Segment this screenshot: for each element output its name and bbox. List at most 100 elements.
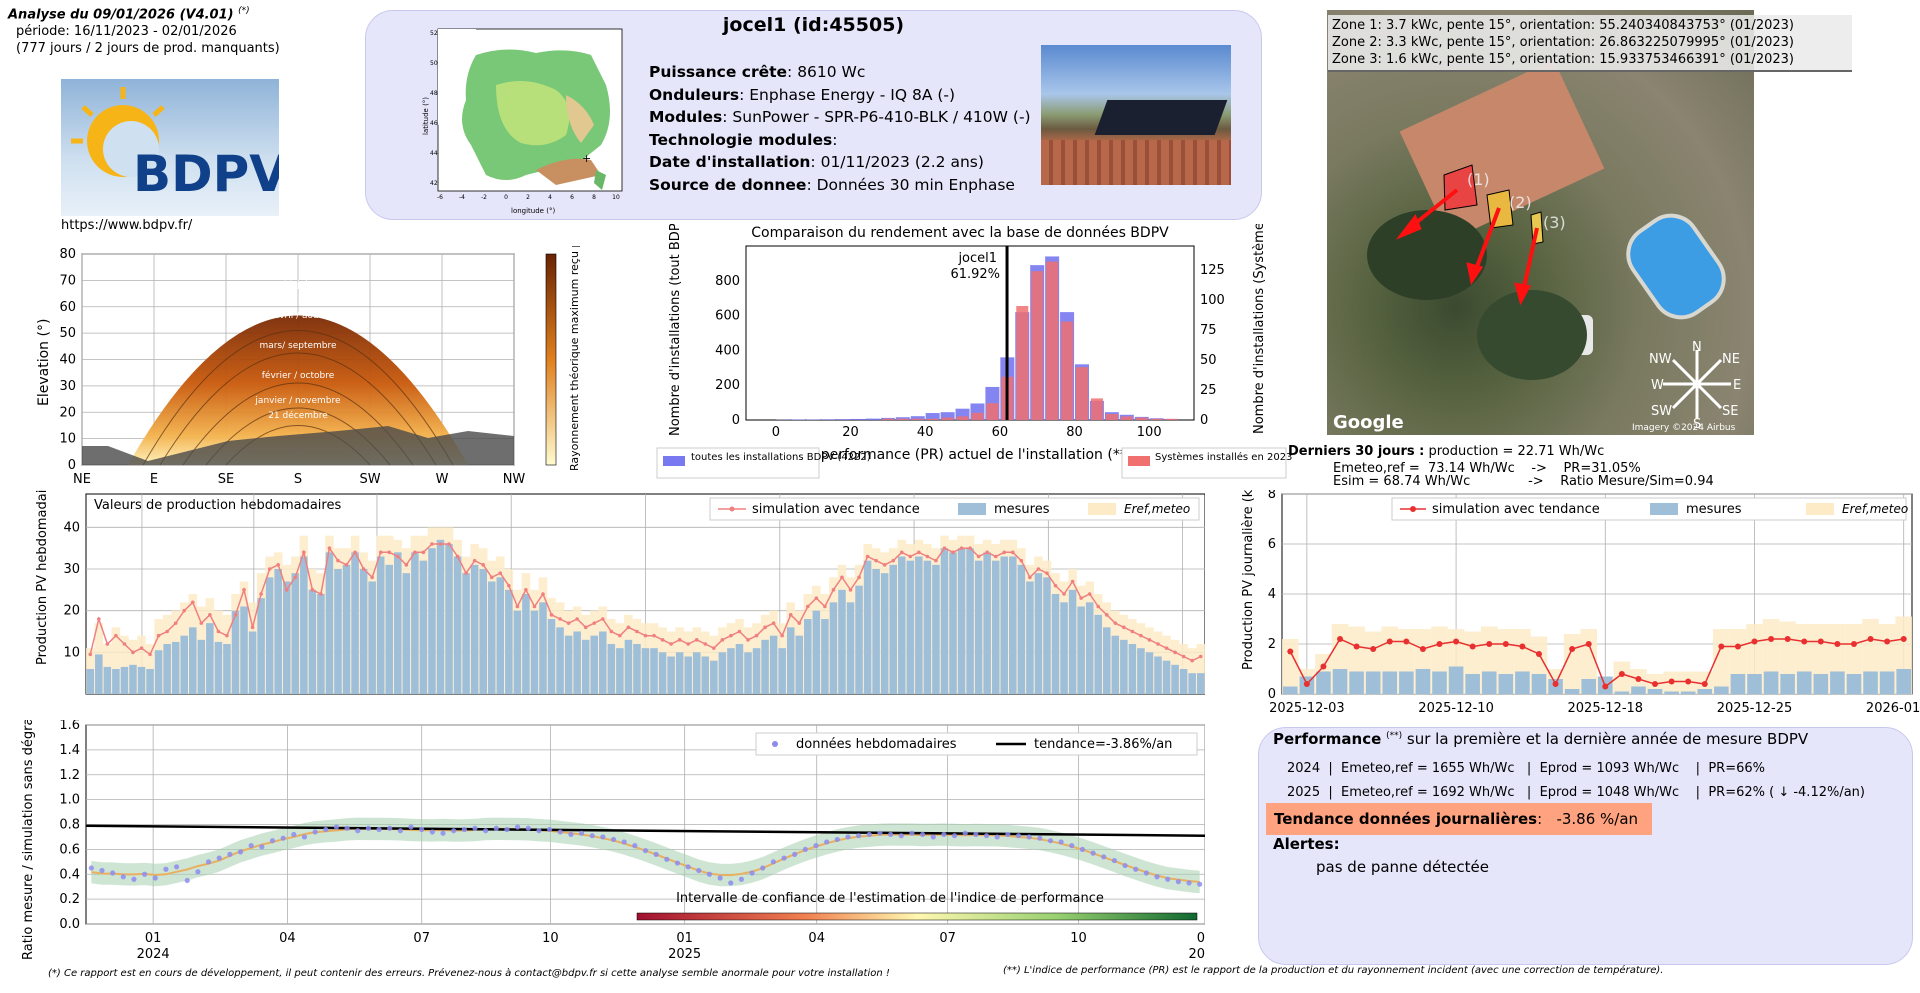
weekly-measure-bar [684, 656, 692, 694]
ratio-point [493, 825, 499, 831]
ratio-xtick: 01 [676, 931, 693, 946]
weekly-sim-point [1190, 658, 1194, 663]
hist-ytick-left: 200 [715, 378, 740, 393]
weekly-sim-point [549, 613, 554, 617]
weekly-measure-bar [940, 548, 949, 694]
ratio-point [1197, 881, 1203, 887]
weekly-measure-bar [95, 654, 103, 694]
weekly-sim-point [592, 621, 597, 625]
weekly-measure-bar [675, 652, 684, 694]
ratio-point [1154, 874, 1160, 880]
ratio-ytick: 1.0 [59, 793, 80, 808]
ratio-point [664, 856, 670, 862]
weekly-sim-point [575, 617, 579, 621]
ratio-point [365, 825, 372, 831]
ratio-point [312, 829, 318, 835]
ratio-point [802, 846, 808, 852]
zone-mark-3: (3) [1543, 213, 1566, 232]
weekly-measure-bar [163, 644, 171, 694]
sun-xtick: W [436, 472, 449, 486]
hist-bar-2023 [941, 417, 954, 420]
weekly-sim-point [447, 542, 451, 546]
daily-measure-bar [1780, 674, 1795, 694]
weekly-measure-bar [1068, 589, 1077, 694]
daily-measure-bar [1879, 671, 1895, 694]
daily-legend-eref: Eref,meteo [1842, 502, 1908, 516]
hist-ytick-right: 75 [1200, 323, 1217, 338]
daily-measure-bar [1631, 686, 1646, 694]
ratio-point [951, 833, 958, 839]
weekly-measure-bar [402, 573, 411, 694]
map-ytick: 50 [430, 60, 438, 67]
weekly-sim-point [882, 563, 887, 567]
svg-text:SW: SW [1651, 404, 1672, 419]
ratio-point [376, 826, 382, 833]
hist-ylabel-right: Nombre d'installations (Systèmes install… [1252, 224, 1267, 434]
sun-ytick: 10 [59, 432, 76, 447]
location-map: + latitude (°) longitude (°) 52504846444… [422, 28, 623, 215]
weekly-measure-bar [804, 619, 812, 694]
daily-sim-point [1419, 646, 1426, 652]
weekly-sim-point [609, 629, 614, 634]
weekly-sim-point [1002, 550, 1007, 555]
daily-eref-bar [1282, 639, 1299, 694]
weekly-sim-point [310, 588, 315, 592]
weekly-sim-point [105, 642, 110, 646]
weekly-measure-bar [581, 639, 590, 694]
weekly-sim-point [993, 554, 998, 559]
weekly-measure-bar [257, 598, 265, 694]
zone-1-info: Zone 1: 3.7 kWc, pente 15°, orientation:… [1332, 18, 1794, 33]
ratio-legend-points: données hebdomadaires [796, 737, 957, 752]
weekly-sim-point [712, 646, 716, 650]
ratio-point [994, 834, 1000, 840]
daily-sim-point [1287, 648, 1294, 655]
roof-photo [1041, 45, 1231, 185]
hist-xtick: 100 [1137, 425, 1162, 440]
daily-sim-point [1652, 681, 1659, 687]
weekly-measure-bar [590, 635, 599, 694]
weekly-measure-bar [1000, 556, 1009, 694]
daily-sim-point [1867, 636, 1874, 642]
ratio-point [792, 851, 798, 857]
weekly-measure-bar [265, 577, 274, 694]
ratio-point [1079, 846, 1086, 852]
ratio-ytick: 0.6 [59, 842, 80, 857]
ratio-point [770, 859, 776, 865]
site-url[interactable]: https://www.bdpv.fr/ [61, 218, 193, 233]
weekly-measure-bar [530, 610, 539, 694]
weekly-sim-point [413, 550, 417, 555]
weekly-eref-bar [120, 635, 129, 694]
daily-sim-point [1552, 681, 1559, 687]
weekly-sim-point [780, 633, 784, 638]
daily-sim-point [1834, 641, 1841, 647]
alerts-label: Alertes: [1273, 835, 1340, 853]
hist-marker-name: jocel1 [957, 251, 997, 266]
hist-legend-all: toutes les installations BDPV (4222) [691, 452, 871, 463]
hist-bar-2023 [896, 418, 909, 420]
weekly-title: Valeurs de production hebdomadaires [94, 498, 341, 513]
zone-mark-2: (2) [1509, 193, 1532, 212]
ratio-point [1111, 857, 1118, 864]
ratio-point [259, 844, 265, 850]
weekly-measure-bar [855, 585, 863, 694]
ratio-point [173, 864, 180, 870]
weekly-sim-point [831, 588, 836, 592]
hist-ytick-right: 125 [1200, 263, 1225, 278]
weekly-sim-point [874, 558, 878, 563]
weekly-measure-bar [821, 619, 829, 694]
weekly-sim-point [378, 550, 383, 555]
daily-sim-point [1585, 641, 1592, 647]
hist-bar-all [940, 412, 955, 420]
map-xtick: 4 [548, 194, 552, 201]
hist-bar-2023 [971, 412, 984, 420]
map-xtick: 8 [592, 194, 596, 201]
daily-legend-measures: mesures [1686, 502, 1742, 517]
weekly-sim-point [1113, 621, 1118, 625]
weekly-measure-bar [522, 594, 530, 694]
weekly-sim-point [114, 633, 118, 638]
weekly-sim-point [746, 638, 750, 642]
ratio-point [845, 834, 851, 840]
weekly-sim-point [1181, 654, 1186, 659]
weekly-sim-point [737, 629, 742, 634]
svg-text:NE: NE [1722, 352, 1740, 367]
